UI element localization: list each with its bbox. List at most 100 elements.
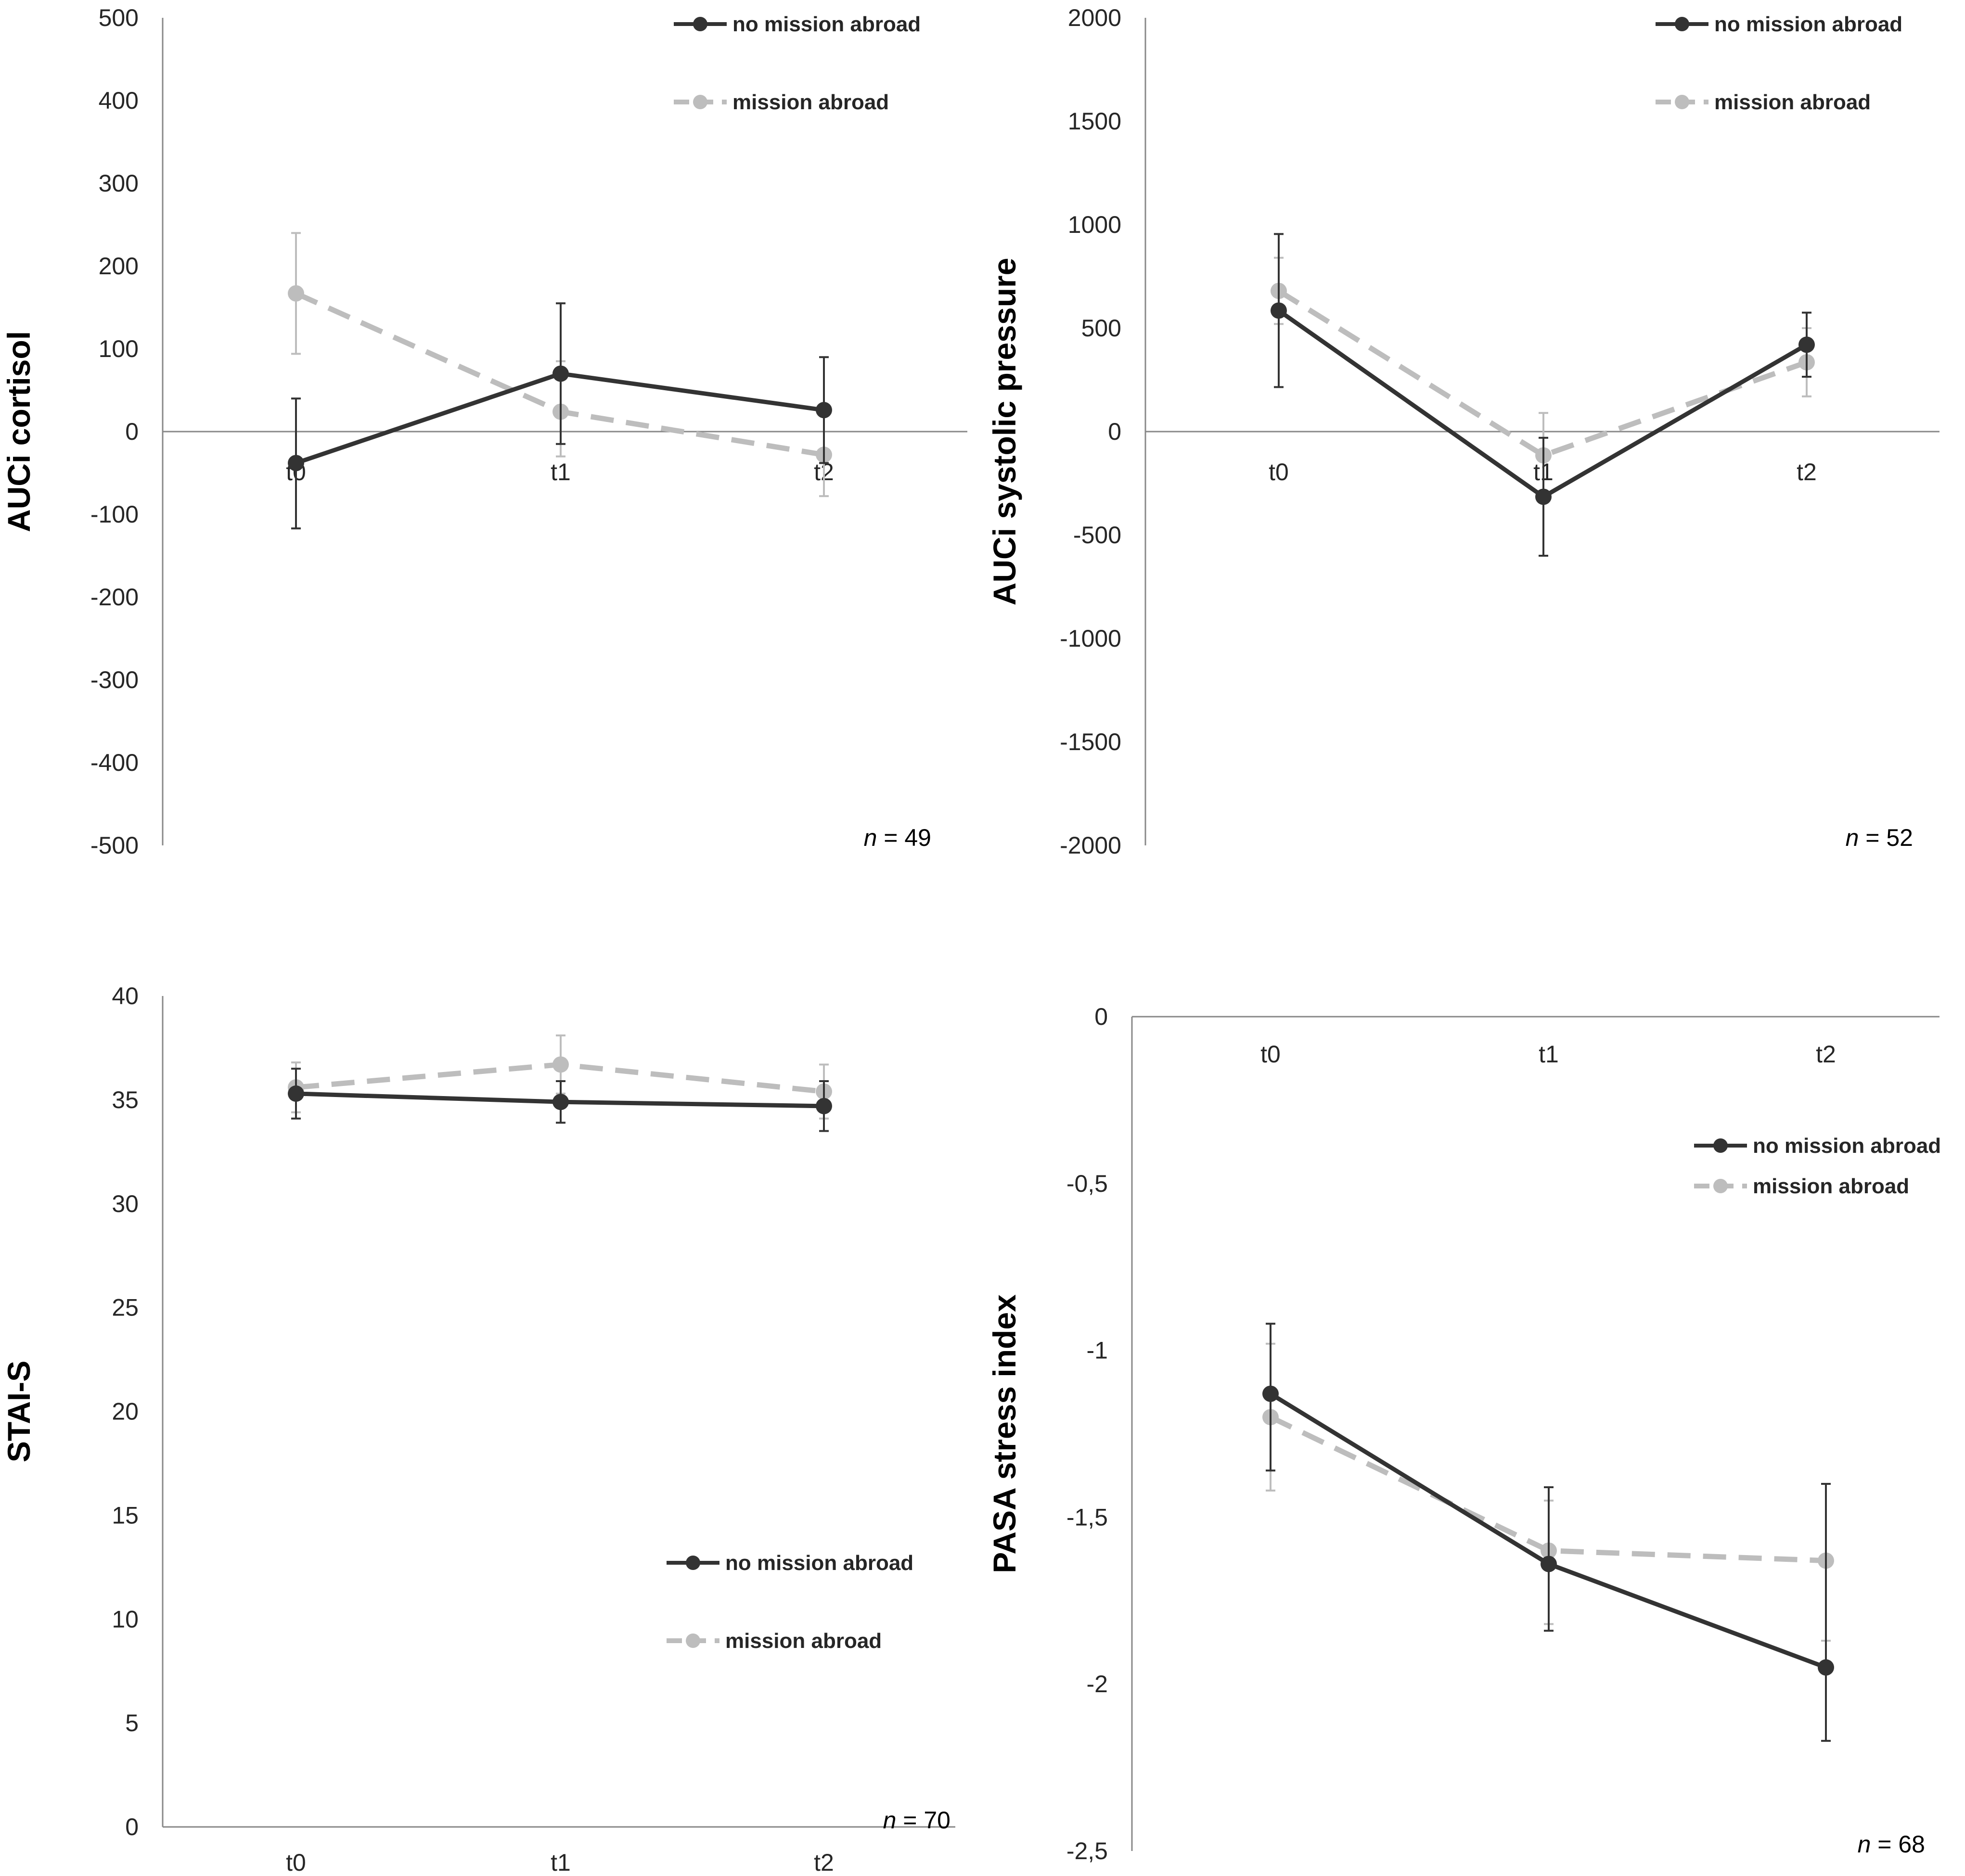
x-tick-label: t1 [551, 1849, 571, 1876]
x-tick-label: t0 [1269, 459, 1289, 485]
y-axis-title: AUCi systolic pressure [987, 258, 1022, 606]
y-tick-label: -1000 [1060, 625, 1121, 652]
legend: no mission abroad mission abroad [1656, 13, 1902, 114]
y-tick-label: -0,5 [1066, 1170, 1108, 1197]
point-mission-abroad [288, 285, 304, 302]
sample-size-n: n [1846, 824, 1859, 851]
y-axis-title: STAI-S [1, 1361, 37, 1462]
sample-size-label: n = 70 [883, 1807, 950, 1834]
point-mission-abroad [552, 1056, 569, 1073]
sample-size-label: n = 49 [864, 824, 931, 851]
point-no-mission-abroad [288, 455, 304, 472]
point-no-mission-abroad [552, 365, 569, 382]
y-tick-label: 25 [112, 1294, 139, 1321]
legend-label-mission-abroad: mission abroad [725, 1629, 882, 1653]
y-axis-title: PASA stress index [987, 1294, 1022, 1573]
sample-size-label: n = 68 [1858, 1831, 1925, 1858]
y-tick-label: 20 [112, 1398, 139, 1425]
legend-marker [693, 17, 707, 31]
y-tick-label: 30 [112, 1190, 139, 1217]
series-no-mission-abroad [288, 1068, 832, 1132]
point-no-mission-abroad [1262, 1385, 1279, 1402]
point-no-mission-abroad [1271, 302, 1287, 319]
legend: no mission abroad mission abroad [674, 13, 921, 114]
y-tick-label: -500 [90, 832, 139, 859]
point-no-mission-abroad [1798, 336, 1815, 353]
y-tick-label: 1500 [1068, 108, 1121, 135]
x-tick-label: t0 [286, 1849, 306, 1876]
y-tick-label: -100 [90, 501, 139, 528]
legend-marker [1713, 1138, 1728, 1153]
sample-size-n: n [883, 1807, 897, 1834]
legend-label-no-mission-abroad: no mission abroad [1714, 13, 1902, 36]
y-tick-label: 1000 [1068, 211, 1121, 238]
point-no-mission-abroad [1818, 1659, 1834, 1676]
sample-size-n: n [864, 824, 877, 851]
x-tick-label: t1 [551, 459, 571, 485]
y-tick-label: -1500 [1060, 728, 1121, 755]
y-tick-label: 0 [125, 1813, 139, 1840]
legend-label-mission-abroad: mission abroad [1753, 1174, 1909, 1198]
y-tick-label: -300 [90, 666, 139, 693]
chart-panel-stai-s: 40 35 30 25 20 15 10 5 0 t0 t1 t2 no mission abroad m… [1, 983, 955, 1876]
legend-marker [686, 1634, 700, 1648]
y-tick-label: 5 [125, 1710, 139, 1736]
legend-marker [1713, 1179, 1728, 1193]
y-tick-label: 35 [112, 1086, 139, 1113]
y-tick-label: 2000 [1068, 4, 1121, 31]
y-tick-label: 0 [1094, 1003, 1108, 1030]
y-tick-label: -2000 [1060, 832, 1121, 859]
point-no-mission-abroad [816, 1098, 832, 1114]
y-tick-label: 400 [99, 87, 139, 114]
y-tick-label: -1,5 [1066, 1504, 1108, 1531]
x-tick-label: t0 [1260, 1041, 1281, 1068]
y-tick-label: 10 [112, 1606, 139, 1633]
legend-marker [693, 95, 707, 109]
y-tick-label: 200 [99, 253, 139, 280]
y-tick-label: 40 [112, 983, 139, 1009]
legend-label-no-mission-abroad: no mission abroad [732, 13, 921, 36]
point-no-mission-abroad [1541, 1556, 1557, 1572]
legend: no mission abroad mission abroad [1694, 1134, 1941, 1198]
y-tick-label: -500 [1073, 522, 1121, 549]
y-tick-label: -2 [1087, 1671, 1108, 1697]
series-no-mission-abroad [288, 302, 832, 530]
series-no-mission-abroad [1271, 233, 1815, 557]
chart-panel-pasa-stress-index: 0 -0,5 -1 -1,5 -2 -2,5 t0 t1 t2 no mission abroad… [987, 1003, 1941, 1864]
sample-size-value: = 49 [877, 824, 931, 851]
y-tick-label: 500 [1081, 315, 1121, 342]
point-no-mission-abroad [1535, 488, 1552, 505]
legend-label-mission-abroad: mission abroad [1714, 90, 1871, 114]
y-axis-title: AUCi cortisol [1, 331, 37, 532]
y-tick-label: 0 [125, 418, 139, 445]
y-tick-label: -200 [90, 584, 139, 611]
y-tick-label: -400 [90, 749, 139, 776]
legend: no mission abroad mission abroad [667, 1551, 913, 1653]
y-tick-label: 300 [99, 170, 139, 197]
y-tick-label: -2,5 [1066, 1838, 1108, 1864]
legend-label-no-mission-abroad: no mission abroad [725, 1551, 913, 1575]
y-tick-label: 0 [1108, 418, 1121, 445]
sample-size-value: = 70 [896, 1807, 950, 1834]
y-tick-label: 100 [99, 335, 139, 362]
y-tick-label: 15 [112, 1502, 139, 1529]
legend-label-mission-abroad: mission abroad [732, 90, 889, 114]
legend-marker [1675, 17, 1689, 31]
y-tick-label: 500 [99, 4, 139, 31]
y-tick-label: -1 [1087, 1337, 1108, 1364]
point-no-mission-abroad [288, 1085, 304, 1102]
point-no-mission-abroad [816, 402, 832, 419]
legend-marker [686, 1556, 700, 1570]
x-tick-label: t1 [1539, 1041, 1559, 1068]
x-tick-label: t2 [814, 1849, 834, 1876]
legend-label-no-mission-abroad: no mission abroad [1753, 1134, 1941, 1158]
series-no-mission-abroad [1262, 1323, 1834, 1742]
sample-size-label: n = 52 [1846, 824, 1913, 851]
legend-marker [1675, 95, 1689, 109]
x-tick-label: t2 [1816, 1041, 1836, 1068]
sample-size-n: n [1858, 1831, 1871, 1858]
sample-size-value: = 68 [1871, 1831, 1925, 1858]
